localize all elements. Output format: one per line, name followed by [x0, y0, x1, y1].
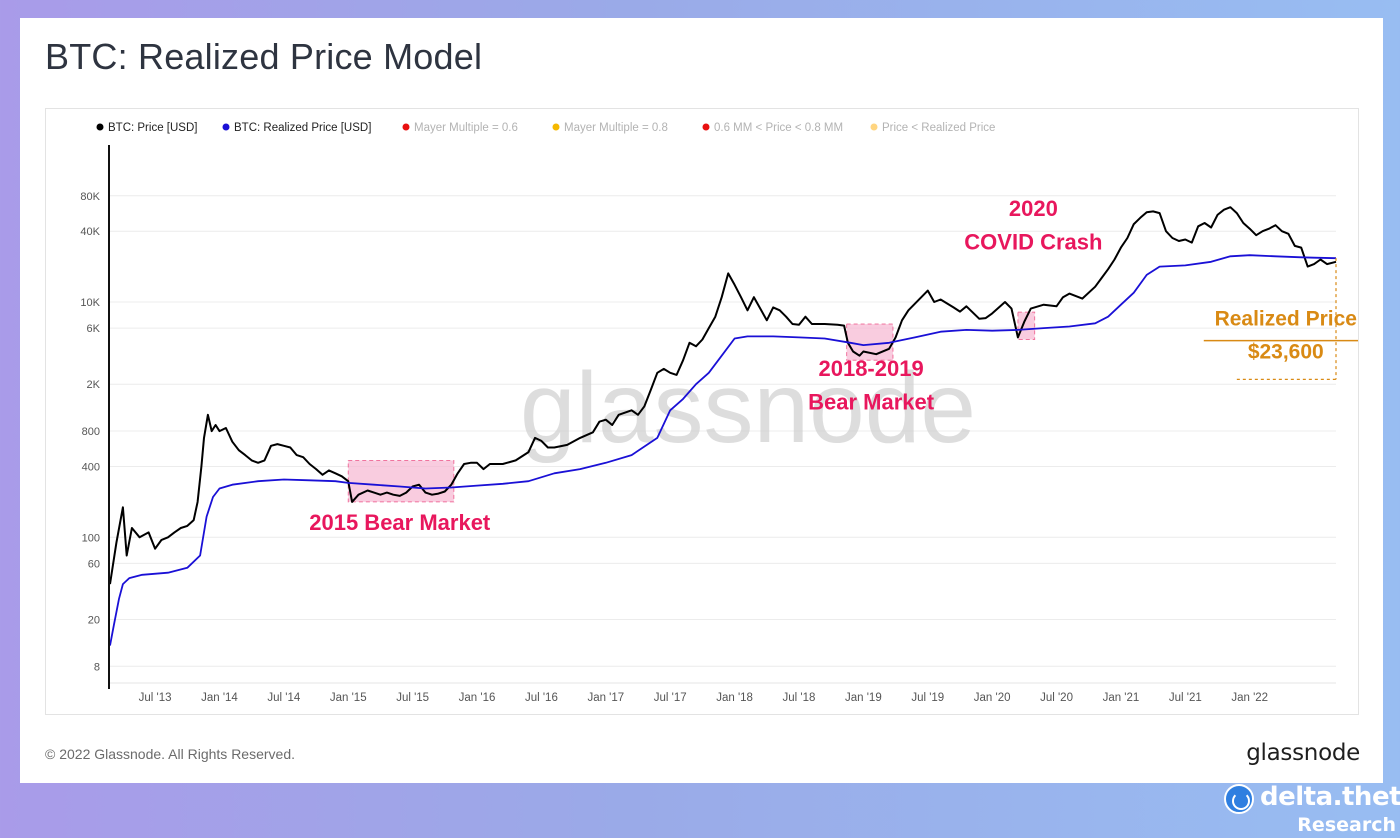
legend-label[interactable]: BTC: Realized Price [USD] [234, 122, 371, 134]
y-tick-label: 80K [80, 191, 100, 203]
x-tick-label: Jan '20 [974, 692, 1011, 704]
y-tick-label: 40K [80, 226, 100, 238]
x-tick-label: Jan '22 [1231, 692, 1268, 704]
btc-price-line [109, 206, 1337, 585]
annotation-label: 2015 Bear Market [309, 510, 491, 535]
legend-label[interactable]: Mayer Multiple = 0.8 [564, 122, 668, 134]
delta-theta-name: delta.theta [1260, 782, 1400, 812]
x-tick-label: Jan '14 [201, 692, 238, 704]
annotation-label: 2018-2019 [818, 356, 923, 381]
annotation-label: COVID Crash [964, 229, 1102, 254]
x-tick-label: Jul '16 [525, 692, 558, 704]
legend-label[interactable]: Mayer Multiple = 0.6 [414, 122, 518, 134]
legend-marker[interactable] [222, 123, 230, 131]
legend-marker[interactable] [552, 123, 560, 131]
grid: 8 20 60 100 400 800 2K 6K 10K 40K 80K [80, 191, 1336, 673]
card: BTC: Realized Price Model BTC: Price [US… [20, 18, 1383, 783]
x-tick-label: Jul '21 [1169, 692, 1202, 704]
y-tick-label: 20 [88, 614, 100, 626]
chart-svg: BTC: Price [USD] BTC: Realized Price [USD… [80, 122, 1358, 704]
legend: BTC: Price [USD] BTC: Realized Price [USD… [96, 122, 995, 134]
delta-theta-logo-icon [1224, 784, 1254, 814]
x-tick-label: Jul '14 [267, 692, 300, 704]
delta-theta-sub: Research [1297, 814, 1396, 836]
y-tick-label: 6K [87, 323, 101, 335]
watermark: glassnode [520, 352, 976, 464]
annotation-label: 2020 [1009, 196, 1058, 221]
annotations: 2015 Bear Market 2018-2019 Bear Market 2020… [309, 196, 1102, 535]
legend-label[interactable]: Price < Realized Price [882, 122, 995, 134]
x-tick-label: Jan '15 [330, 692, 367, 704]
copyright-text: © 2022 Glassnode. All Rights Reserved. [45, 746, 296, 762]
y-tick-label: 10K [80, 297, 100, 309]
y-tick-label: 400 [82, 461, 100, 473]
callout-label: Realized Price [1215, 308, 1357, 331]
callout-value: $23,600 [1248, 341, 1324, 364]
legend-marker[interactable] [702, 123, 710, 131]
x-tick-label: Jan '16 [459, 692, 496, 704]
y-tick-label: 100 [82, 532, 100, 544]
x-tick-label: Jul '15 [396, 692, 429, 704]
annotation-label: Bear Market [808, 389, 935, 414]
legend-marker[interactable] [870, 123, 878, 131]
series [109, 206, 1337, 646]
y-tick-label: 800 [82, 426, 100, 438]
legend-marker[interactable] [96, 123, 104, 131]
x-tick-label: Jan '21 [1103, 692, 1140, 704]
realized-price-callout: Realized Price $23,600 [1203, 258, 1358, 380]
bear-market-highlight [1017, 311, 1036, 341]
legend-label[interactable]: BTC: Price [USD] [108, 122, 197, 134]
page-title: BTC: Realized Price Model [45, 36, 483, 77]
glassnode-logo[interactable]: glassnode [1246, 740, 1360, 766]
realized-price-line [109, 254, 1337, 646]
axes: Jul '13 Jan '14 Jul '14 Jan '15 Jul '15 Jan '… [108, 145, 1336, 704]
bear-market-highlight [846, 323, 894, 361]
x-tick-label: Jan '19 [845, 692, 882, 704]
legend-label[interactable]: 0.6 MM < Price < 0.8 MM [714, 122, 843, 134]
chart-frame: BTC: Price [USD] BTC: Realized Price [USD… [45, 108, 1359, 715]
y-tick-label: 60 [88, 558, 100, 570]
x-tick-label: Jul '17 [654, 692, 687, 704]
x-tick-label: Jul '13 [139, 692, 172, 704]
delta-theta-badge: delta.theta Research [1222, 782, 1400, 838]
y-tick-label: 2K [87, 379, 101, 391]
x-tick-label: Jan '18 [716, 692, 753, 704]
x-tick-label: Jul '20 [1040, 692, 1073, 704]
x-tick-label: Jul '19 [911, 692, 944, 704]
x-tick-label: Jan '17 [587, 692, 624, 704]
y-tick-label: 8 [94, 661, 100, 673]
x-tick-label: Jul '18 [783, 692, 816, 704]
legend-marker[interactable] [402, 123, 410, 131]
